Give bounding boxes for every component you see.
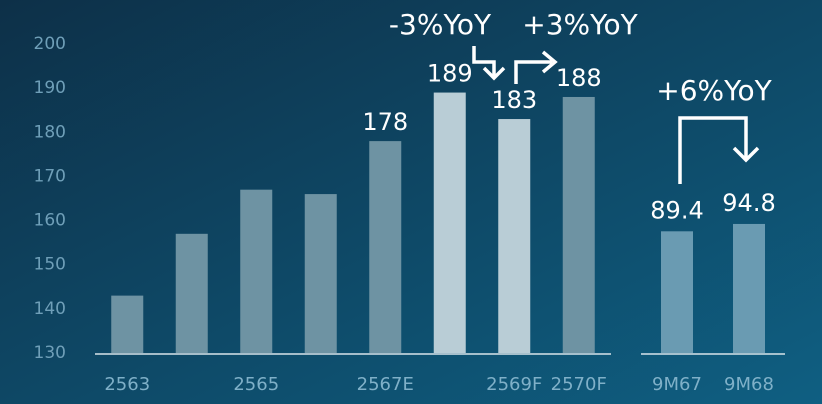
y-tick-label: 190 <box>34 78 66 98</box>
arrow <box>472 46 506 81</box>
data-label: 94.8 <box>722 189 775 217</box>
bar <box>111 295 144 353</box>
y-tick-label: 160 <box>34 211 66 231</box>
y-tick-label: 150 <box>34 255 66 275</box>
bar <box>240 189 273 353</box>
bar <box>433 92 466 354</box>
data-label: 188 <box>556 64 602 92</box>
x-tick-label: 2570F <box>551 374 607 395</box>
y-tick-label: 200 <box>34 34 66 54</box>
bar <box>304 194 337 353</box>
x-tick-label: 9M67 <box>652 374 702 395</box>
bar <box>175 233 208 353</box>
bar <box>562 96 595 353</box>
x-tick-label: 9M68 <box>724 374 774 395</box>
bar <box>733 223 765 353</box>
arrow <box>514 50 558 84</box>
x-tick-label: 2569F <box>486 374 542 395</box>
x-tick-label: 2565 <box>233 374 279 395</box>
x-tick-label: 2563 <box>104 374 150 395</box>
annotation: +6%YoY <box>656 74 772 107</box>
y-tick-label: 170 <box>34 166 66 186</box>
data-label: 183 <box>491 86 537 114</box>
data-label: 189 <box>427 60 473 88</box>
annotation: +3%YoY <box>522 8 638 41</box>
data-label: 178 <box>362 108 408 136</box>
bar <box>369 141 402 353</box>
y-tick-label: 130 <box>34 343 66 363</box>
y-tick-label: 180 <box>34 122 66 142</box>
bar <box>661 231 693 353</box>
x-tick-label: 2567E <box>357 374 414 395</box>
annotation: -3%YoY <box>389 8 492 41</box>
bar <box>498 119 531 354</box>
data-label: 89.4 <box>650 196 703 224</box>
arrow <box>678 116 760 184</box>
y-tick-label: 140 <box>34 299 66 319</box>
